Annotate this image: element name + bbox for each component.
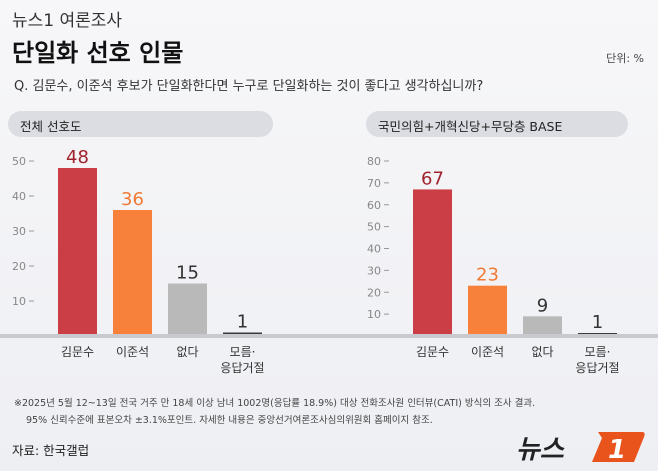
data-label: 9 <box>537 295 548 316</box>
data-label: 48 <box>66 147 89 168</box>
brand-label: 뉴스1 여론조사 <box>12 11 123 31</box>
news1-logo: 뉴스 1 <box>516 428 646 466</box>
category-label: 응답거절 <box>220 361 264 375</box>
y-tick-label: 50 <box>367 221 381 234</box>
category-label: 김문수 <box>416 345 449 359</box>
category-label: 이준석 <box>116 345 149 359</box>
category-label: 김문수 <box>61 345 94 359</box>
y-tick-label: 40 <box>367 243 381 256</box>
y-tick-label: 40 <box>12 190 26 203</box>
footnote-line1: ※2025년 5월 12~13일 전국 거주 만 18세 이상 남녀 1002명… <box>14 398 536 409</box>
data-label: 1 <box>237 312 248 333</box>
data-label: 1 <box>592 312 603 333</box>
category-label: 이준석 <box>471 345 504 359</box>
category-label: 없다 <box>531 345 553 359</box>
chart2-title: 국민의힘+개혁신당+무당층 BASE <box>366 111 628 137</box>
y-tick-label: 20 <box>12 260 26 273</box>
data-label: 23 <box>476 265 499 286</box>
page-title: 단일화 선호 인물 <box>12 39 184 67</box>
chart1-title: 전체 선호도 <box>8 111 273 137</box>
y-tick-label: 30 <box>367 264 381 277</box>
unit-label: 단위: % <box>606 52 644 65</box>
y-tick-label: 50 <box>12 155 26 168</box>
y-tick-label: 70 <box>367 177 381 190</box>
y-tick-label: 10 <box>12 295 26 308</box>
svg-text:뉴스: 뉴스 <box>516 435 565 465</box>
category-label: 모름· <box>585 345 611 359</box>
y-tick-label: 30 <box>12 225 26 238</box>
category-label: 응답거절 <box>575 361 619 375</box>
footnote: ※2025년 5월 12~13일 전국 거주 만 18세 이상 남녀 1002명… <box>14 395 535 429</box>
bar <box>413 189 452 336</box>
bar <box>168 283 207 336</box>
y-tick-label: 20 <box>367 286 381 299</box>
question-text: Q. 김문수, 이준석 후보가 단일화한다면 누구로 단일화하는 것이 좋다고 … <box>14 79 484 94</box>
source-label: 자료: 한국갤럽 <box>12 443 90 458</box>
baseline <box>0 334 658 338</box>
y-tick-label: 80 <box>367 155 381 168</box>
y-tick-label: 60 <box>367 199 381 212</box>
data-label: 15 <box>176 263 199 284</box>
footnote-line2: 95% 신뢰수준에 표본오차 ±3.1%포인트. 자세한 내용은 중앙선거여론조… <box>26 415 433 426</box>
bar <box>523 316 562 336</box>
bar <box>113 210 152 336</box>
svg-text:1: 1 <box>608 435 626 465</box>
y-tick-label: 10 <box>367 308 381 321</box>
bar <box>468 285 507 336</box>
category-label: 모름· <box>230 345 256 359</box>
data-label: 36 <box>121 189 144 210</box>
category-label: 없다 <box>176 345 198 359</box>
data-label: 67 <box>421 168 444 189</box>
bar <box>58 168 97 336</box>
